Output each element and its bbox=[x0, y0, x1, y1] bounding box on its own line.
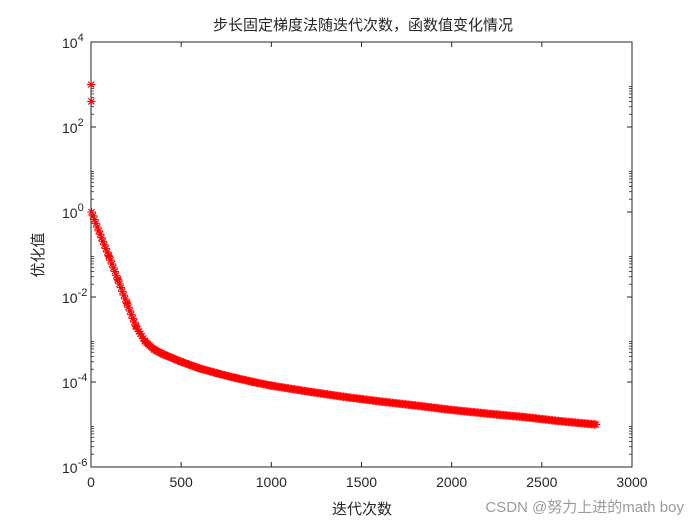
y-tick-label-exponent: -6 bbox=[78, 457, 88, 469]
y-tick-label-base: 10 bbox=[62, 375, 78, 391]
x-tick-label: 1000 bbox=[256, 474, 287, 490]
x-tick-label: 1500 bbox=[346, 474, 377, 490]
chart-title: 步长固定梯度法随迭代次数，函数值变化情况 bbox=[213, 16, 513, 34]
y-tick-label-exponent: 4 bbox=[78, 32, 84, 44]
x-axis-ticks: 0 500 1000 1500 2000 2500 3000 bbox=[87, 42, 648, 490]
y-tick-label: 10-4 bbox=[62, 372, 87, 391]
data-point bbox=[591, 420, 601, 429]
y-tick-label-exponent: -4 bbox=[78, 372, 88, 384]
watermark-text: CSDN @努力上进的math boy bbox=[485, 499, 684, 516]
x-tick-label: 2500 bbox=[526, 474, 557, 490]
x-tick-label: 2000 bbox=[436, 474, 467, 490]
y-axis-title: 优化值 bbox=[29, 232, 47, 277]
y-tick-label: 10-6 bbox=[62, 457, 87, 476]
y-tick-label-base: 10 bbox=[62, 460, 78, 476]
y-tick-label: 104 bbox=[62, 32, 84, 51]
data-point bbox=[93, 222, 102, 232]
y-tick-label-base: 10 bbox=[62, 35, 78, 51]
data-point bbox=[101, 244, 110, 253]
data-point bbox=[118, 287, 127, 296]
x-tick-label: 0 bbox=[87, 474, 95, 490]
y-tick-label-base: 10 bbox=[62, 120, 78, 136]
y-tick-label-base: 10 bbox=[62, 205, 78, 221]
x-axis-title: 迭代次数 bbox=[332, 500, 392, 518]
y-tick-label-exponent: -2 bbox=[78, 287, 88, 299]
data-point-outlier bbox=[86, 80, 96, 89]
y-tick-label: 102 bbox=[62, 117, 84, 136]
data-point bbox=[119, 290, 129, 300]
y-tick-label-exponent: 2 bbox=[78, 117, 84, 129]
data-series bbox=[86, 80, 601, 429]
y-tick-label: 10-2 bbox=[62, 287, 87, 306]
y-tick-label-base: 10 bbox=[62, 290, 78, 306]
data-point bbox=[104, 252, 114, 261]
x-tick-label: 500 bbox=[169, 474, 193, 490]
x-tick-label: 3000 bbox=[616, 474, 647, 490]
y-tick-label-exponent: 0 bbox=[78, 202, 84, 214]
data-point bbox=[90, 215, 99, 224]
y-tick-label: 100 bbox=[62, 202, 84, 221]
axes-box bbox=[90, 41, 633, 468]
data-point-outlier bbox=[87, 97, 96, 106]
data-point bbox=[113, 275, 123, 285]
